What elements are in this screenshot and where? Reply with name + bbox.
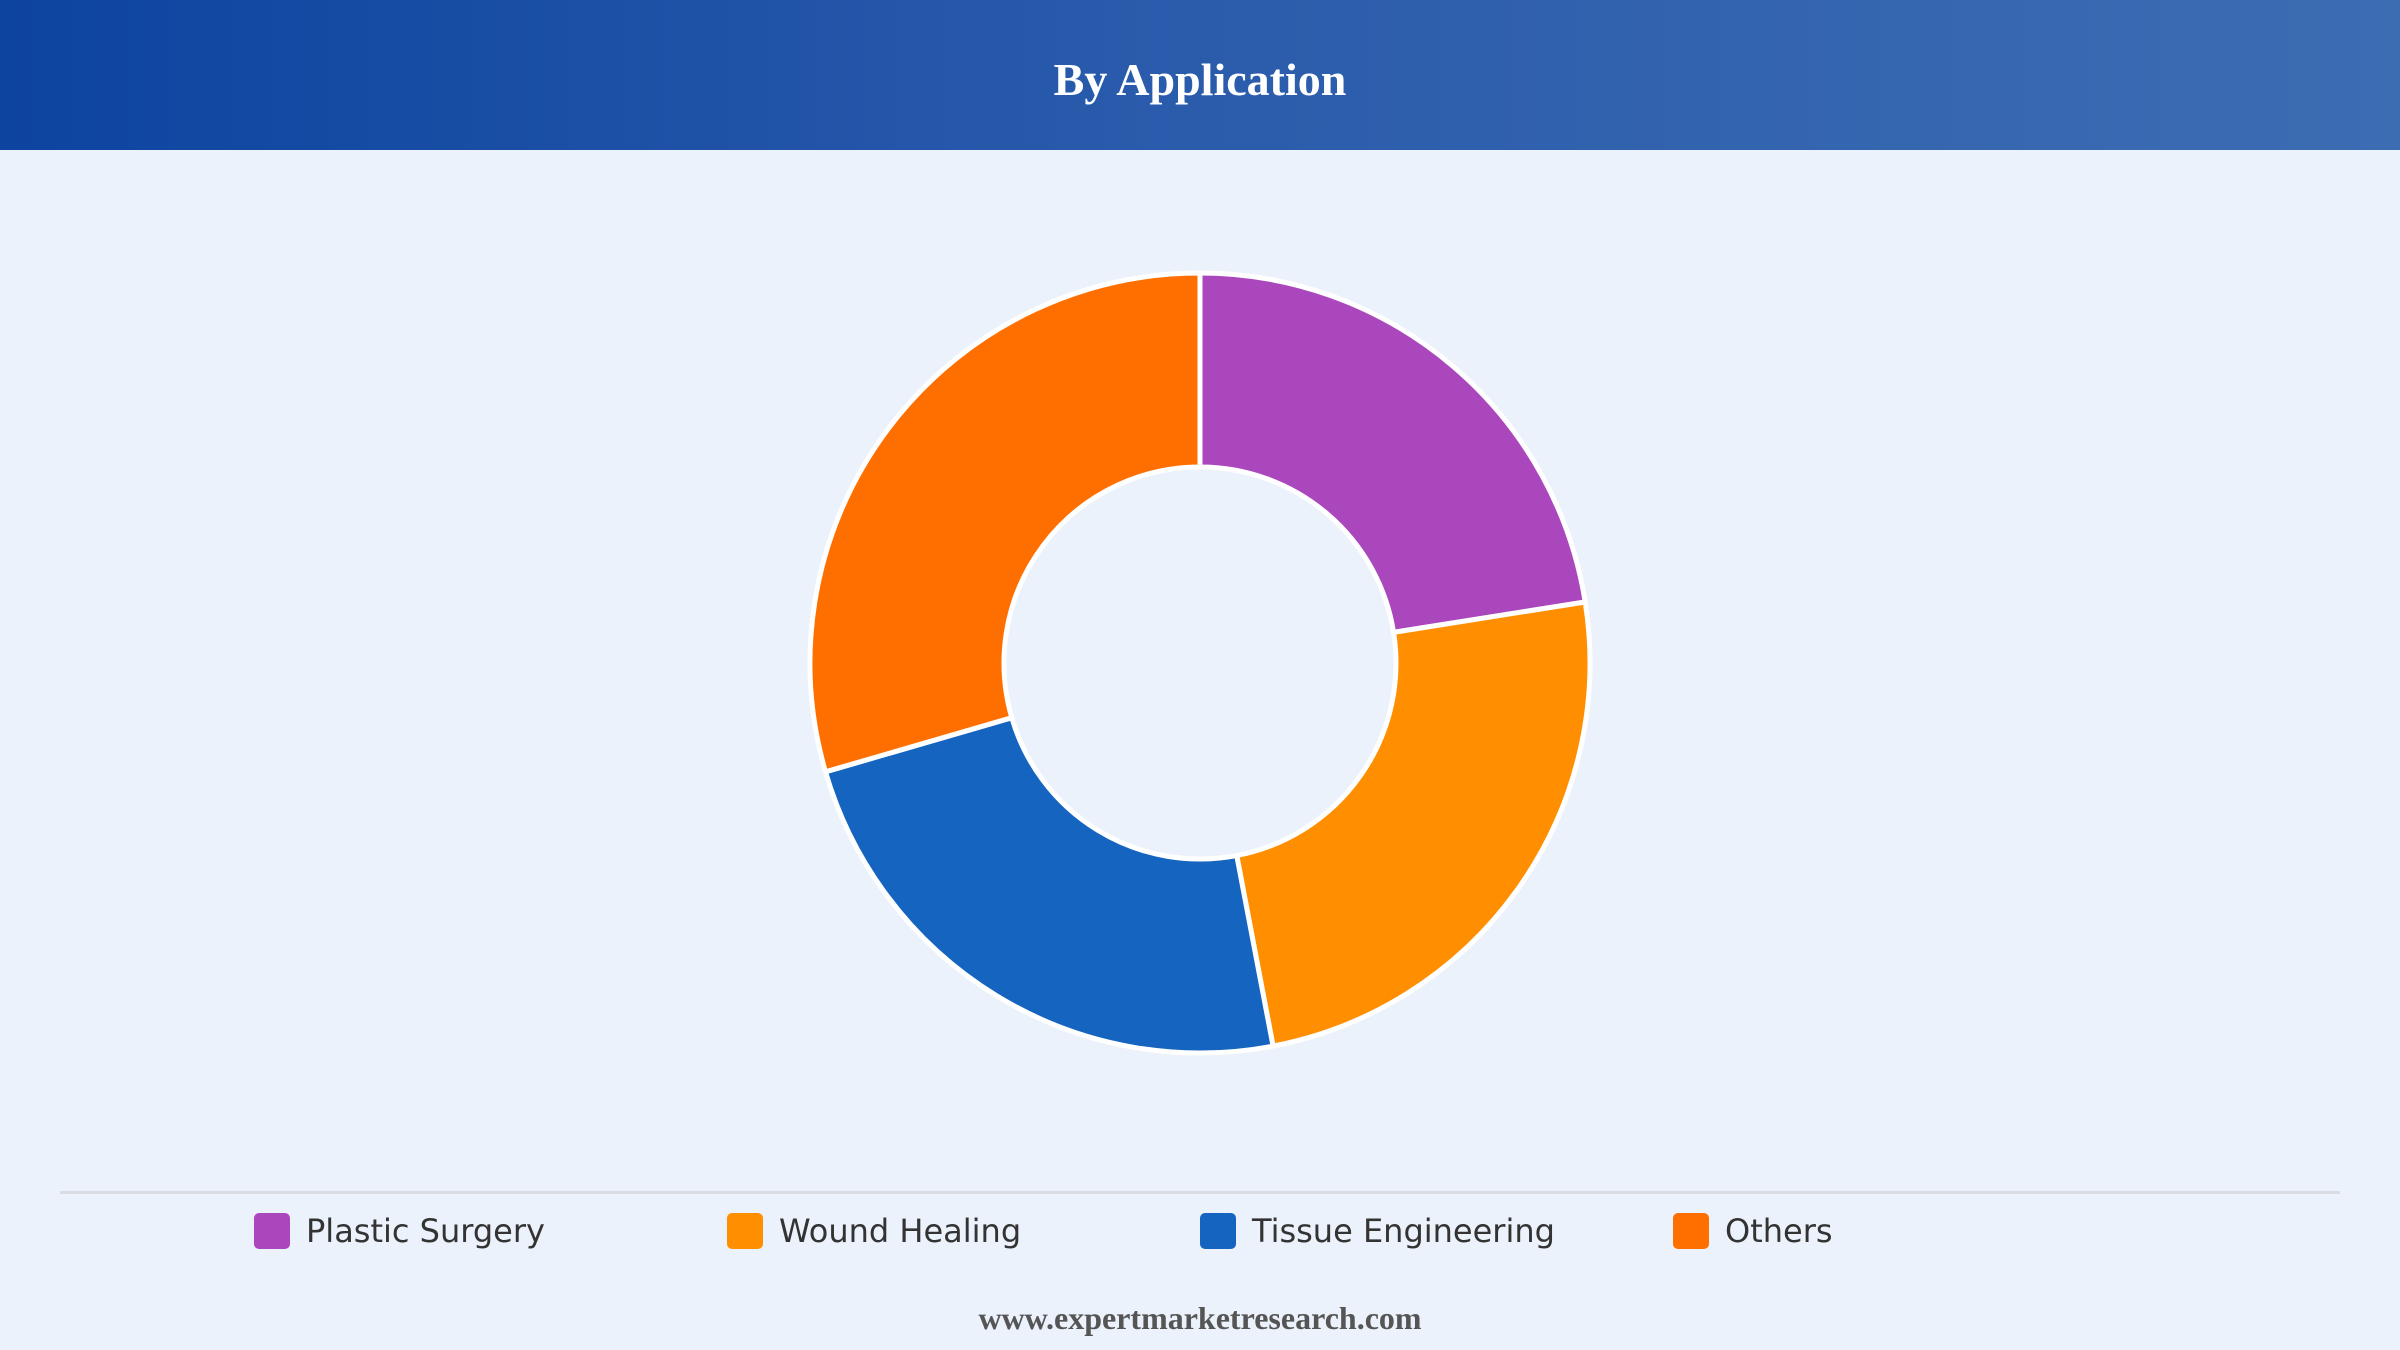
legend-swatch-wound-healing bbox=[727, 1213, 763, 1249]
legend-label-others: Others bbox=[1725, 1212, 1833, 1250]
chart-area bbox=[0, 150, 2400, 1190]
legend-item-others[interactable]: Others bbox=[1673, 1210, 1833, 1252]
chart-legend: Plastic Surgery Wound Healing Tissue Eng… bbox=[0, 1210, 2400, 1252]
footer-url: www.expertmarketresearch.com bbox=[978, 1300, 1422, 1336]
donut-slice-tissue-engineering[interactable] bbox=[822, 715, 1276, 1056]
legend-item-wound-healing[interactable]: Wound Healing bbox=[727, 1210, 1021, 1252]
legend-label-tissue-engineering: Tissue Engineering bbox=[1252, 1212, 1555, 1250]
legend-item-plastic-surgery[interactable]: Plastic Surgery bbox=[254, 1210, 545, 1252]
legend-swatch-tissue-engineering bbox=[1200, 1213, 1236, 1249]
donut-slice-plastic-surgery[interactable] bbox=[1197, 270, 1588, 635]
legend-label-wound-healing: Wound Healing bbox=[779, 1212, 1022, 1250]
chart-title: By Application bbox=[1053, 53, 1347, 105]
legend-item-tissue-engineering[interactable]: Tissue Engineering bbox=[1200, 1210, 1555, 1252]
legend-swatch-others bbox=[1673, 1213, 1709, 1249]
donut-slice-others[interactable] bbox=[807, 270, 1203, 775]
donut-chart bbox=[807, 270, 1593, 1056]
legend-swatch-plastic-surgery bbox=[254, 1213, 290, 1249]
legend-label-plastic-surgery: Plastic Surgery bbox=[306, 1212, 545, 1250]
header-banner: By Application bbox=[0, 0, 2400, 150]
donut-slice-wound-healing[interactable] bbox=[1234, 599, 1593, 1049]
legend-divider bbox=[60, 1191, 2340, 1194]
